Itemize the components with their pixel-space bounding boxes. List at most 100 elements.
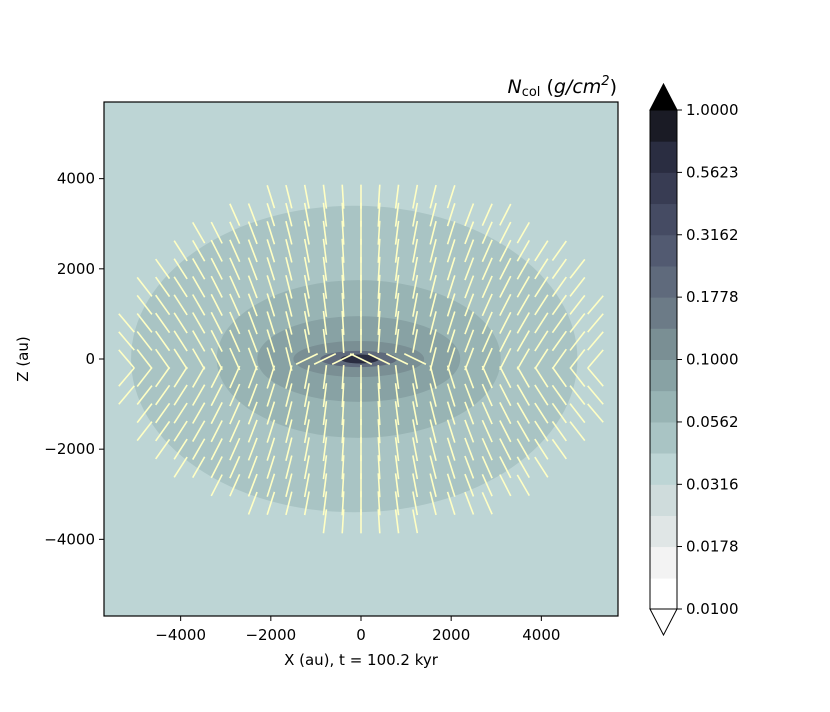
- polarization-vector: [569, 331, 586, 351]
- polarization-vector: [247, 221, 258, 245]
- polarization-vector: [229, 437, 241, 461]
- polarization-vector: [210, 293, 223, 316]
- colorbar-tick-label: 0.0100: [686, 600, 739, 618]
- polarization-vector: [412, 419, 419, 444]
- polarization-vector: [285, 473, 293, 498]
- polarization-vector: [551, 240, 567, 262]
- polarization-vector: [341, 365, 345, 390]
- polarization-vector: [394, 365, 400, 390]
- polarization-vector: [322, 184, 328, 209]
- x-axis-label: X (au), t = 100.2 kyr: [284, 651, 439, 669]
- polarization-vector: [446, 437, 456, 461]
- polarization-vector: [303, 437, 310, 462]
- polarization-vector: [303, 365, 310, 389]
- polarization-vector: [534, 402, 549, 424]
- plot-area: [104, 102, 618, 616]
- polarization-vector: [481, 401, 493, 425]
- polarization-vector: [341, 437, 345, 462]
- polarization-vector: [341, 310, 345, 335]
- polarization-vector: [377, 184, 381, 209]
- polarization-vector: [247, 239, 258, 263]
- polarization-vector: [516, 239, 530, 262]
- polarization-vector: [587, 295, 604, 315]
- polarization-vector: [136, 403, 153, 424]
- polarization-vector: [429, 347, 437, 371]
- colorbar-tick-label: 0.1778: [686, 288, 739, 306]
- colorbar-title-close: ): [610, 76, 617, 98]
- polarization-vector: [285, 238, 293, 263]
- polarization-vector: [499, 456, 512, 479]
- polarization-vector: [295, 353, 319, 365]
- polarization-vector: [285, 455, 293, 480]
- polarization-vector: [464, 383, 475, 407]
- polarization-vector: [285, 184, 293, 209]
- polarization-vector: [464, 275, 475, 299]
- polarization-vector: [481, 419, 493, 443]
- polarization-vector: [464, 455, 475, 479]
- polarization-vector: [118, 331, 135, 351]
- polarization-vector: [155, 384, 171, 406]
- polarization-vector: [192, 221, 206, 244]
- polarization-vector: [229, 401, 241, 425]
- polarization-vector: [136, 294, 153, 315]
- polarization-vector: [285, 293, 293, 317]
- x-tick-label: −4000: [155, 626, 206, 644]
- polarization-vector: [303, 220, 310, 245]
- polarization-vector: [569, 294, 586, 315]
- polarization-vector: [394, 509, 400, 534]
- polarization-vector: [481, 203, 493, 227]
- polarization-vector: [266, 203, 276, 227]
- polarization-vector: [377, 401, 381, 426]
- polarization-vector: [173, 384, 188, 406]
- polarization-vector: [266, 383, 276, 407]
- polarization-vector: [229, 347, 241, 371]
- polarization-vector: [247, 329, 258, 353]
- polarization-vector: [303, 491, 310, 516]
- colorbar-title-unit: g/cm: [554, 76, 601, 98]
- polarization-vector: [266, 401, 276, 425]
- polarization-vector: [136, 421, 153, 442]
- polarization-vector: [192, 456, 206, 479]
- polarization-vector: [229, 203, 241, 227]
- polarization-vector: [499, 474, 512, 497]
- polarization-vector: [285, 202, 293, 227]
- polarization-vector: [569, 258, 586, 279]
- polarization-vector: [551, 258, 567, 280]
- polarization-vector: [285, 256, 293, 281]
- polarization-vector: [192, 294, 206, 316]
- polarization-vector: [210, 221, 223, 244]
- polarization-vector: [534, 456, 549, 478]
- polarization-vector: [229, 419, 241, 443]
- polarization-vector: [285, 220, 293, 245]
- polarization-vector: [394, 256, 400, 281]
- colorbar-band: [650, 421, 677, 454]
- colorbar-band: [650, 141, 677, 173]
- polarization-vector: [464, 329, 475, 353]
- polarization-vector: [210, 438, 223, 461]
- colorbar-tick-label: 0.1000: [686, 351, 739, 369]
- polarization-vector: [377, 473, 381, 498]
- polarization-vector: [322, 455, 328, 480]
- polarization-vector: [412, 365, 419, 389]
- polarization-vector: [229, 311, 241, 335]
- polarization-vector: [247, 401, 258, 425]
- y-tick-label: 4000: [57, 170, 95, 188]
- polarization-vector: [173, 366, 188, 388]
- polarization-vector: [155, 348, 171, 370]
- polarization-vector: [551, 420, 567, 442]
- polarization-vector: [464, 419, 475, 443]
- polarization-vector: [118, 385, 135, 405]
- polarization-vector: [136, 385, 153, 406]
- polarization-vector: [173, 276, 188, 298]
- polarization-vector: [429, 293, 437, 317]
- polarization-vector: [247, 311, 258, 335]
- polarization-vector: [516, 276, 530, 298]
- polarization-vector: [481, 437, 493, 461]
- polarization-vector: [210, 257, 223, 280]
- polarization-vector: [394, 328, 400, 353]
- polarization-vector: [192, 330, 206, 352]
- polarization-vector: [341, 292, 345, 317]
- polarization-vector: [499, 275, 512, 298]
- polarization-vector: [173, 348, 188, 370]
- polarization-vector: [446, 275, 456, 299]
